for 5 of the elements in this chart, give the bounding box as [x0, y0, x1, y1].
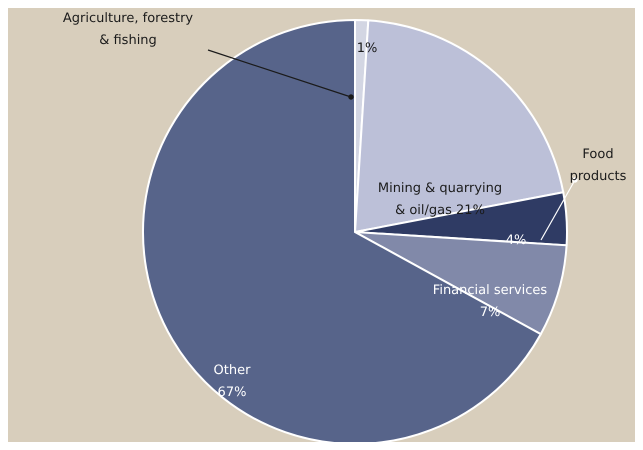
slice-label: Food products	[570, 147, 627, 184]
data-label: 67%	[218, 385, 246, 400]
slice-label: Agriculture, forestry & fishing	[62, 11, 194, 48]
slice-label: Other	[214, 363, 252, 378]
data-label: 1%	[356, 41, 378, 56]
